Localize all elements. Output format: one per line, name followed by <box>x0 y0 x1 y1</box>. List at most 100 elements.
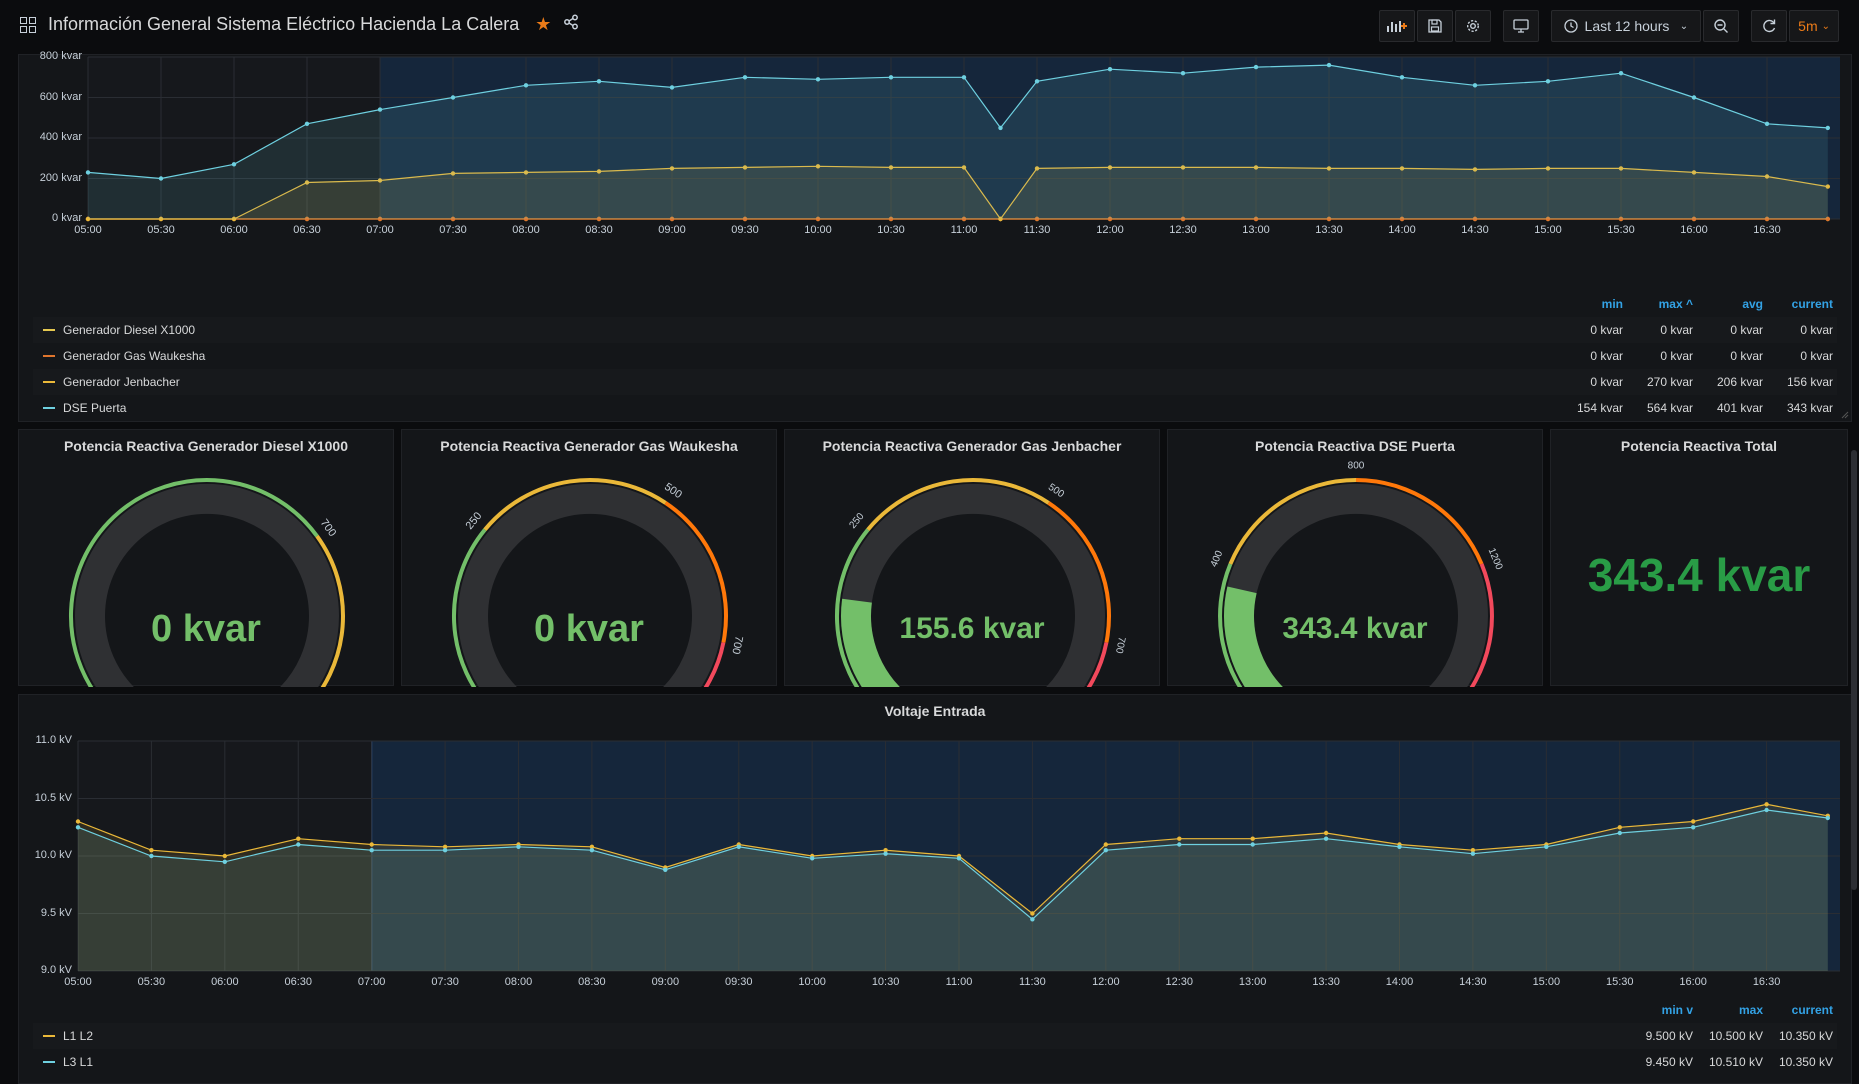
refresh-button[interactable] <box>1751 10 1788 42</box>
legend-col-max[interactable]: max <box>1738 1003 1763 1017</box>
legend-row[interactable]: L1 L2 9.500 kV 10.500 kV 10.350 kV <box>33 1023 1837 1049</box>
x-tick-label: 06:30 <box>284 976 313 988</box>
series-point <box>158 216 164 222</box>
reactive-power-chart[interactable] <box>19 55 1853 285</box>
x-tick-label: 10:30 <box>871 976 900 988</box>
series-point <box>1399 216 1405 222</box>
series-point <box>304 121 310 127</box>
y-tick-label: 11.0 kV <box>35 734 73 746</box>
series-point <box>1618 216 1624 222</box>
legend-series-name[interactable]: DSE Puerta <box>63 401 127 415</box>
page-scrollbar[interactable] <box>1851 450 1857 890</box>
legend-col-current[interactable]: current <box>1791 297 1833 311</box>
x-tick-label: 16:30 <box>1753 224 1781 236</box>
time-range-picker[interactable]: Last 12 hours ⌄ <box>1551 10 1702 42</box>
total-reactive-value: 343.4 kvar <box>1587 549 1811 601</box>
refresh-interval-picker[interactable]: 5m ⌄ <box>1789 10 1839 42</box>
resize-handle-icon[interactable] <box>1841 411 1849 419</box>
x-tick-label: 14:30 <box>1461 224 1489 236</box>
series-area <box>88 166 1828 219</box>
save-dashboard-button[interactable] <box>1417 10 1454 42</box>
legend-row[interactable]: Generador Jenbacher 0 kvar 270 kvar 206 kva… <box>33 369 1837 395</box>
tv-mode-button[interactable] <box>1503 10 1540 42</box>
add-panel-button[interactable] <box>1379 10 1416 42</box>
x-tick-label: 09:30 <box>724 976 753 988</box>
series-point <box>1103 848 1109 853</box>
legend-series-name[interactable]: Generador Diesel X1000 <box>63 323 196 337</box>
legend-min-value: 0 kvar <box>1590 375 1623 389</box>
series-point <box>736 844 741 849</box>
series-point <box>1472 216 1478 222</box>
chevron-down-icon: ⌄ <box>1821 20 1830 32</box>
gauge-value: 155.6 kvar <box>899 612 1045 645</box>
series-line-3 <box>87 64 1828 180</box>
top-navbar: Información General Sistema Eléctrico Ha… <box>0 0 1859 54</box>
legend-current-value: 0 kvar <box>1800 349 1833 363</box>
legend-series-name[interactable]: L1 L2 <box>63 1029 94 1043</box>
series-point <box>1618 166 1624 171</box>
x-tick-label: 09:00 <box>658 224 686 236</box>
series-point <box>149 853 154 859</box>
voltage-chart[interactable] <box>19 695 1853 985</box>
x-tick-label: 05:30 <box>137 976 166 988</box>
legend-col-min[interactable]: min <box>1601 297 1623 311</box>
legend-current-value: 343 kvar <box>1786 401 1833 415</box>
panel-title[interactable]: Potencia Reactiva Generador Diesel X1000 <box>63 438 349 454</box>
dashboard-title-group: Información General Sistema Eléctrico Ha… <box>20 14 579 35</box>
y-tick-label: 10.0 kV <box>34 849 72 861</box>
legend-header: min max ^ avg current <box>33 291 1837 317</box>
reactive-power-graph-panel: 800 kvar 600 kvar 400 kvar 200 kvar 0 kvar 0… <box>18 50 1853 422</box>
legend-current-value: 10.350 kV <box>1778 1029 1833 1043</box>
legend-min-value: 0 kvar <box>1590 349 1623 363</box>
series-point <box>1180 216 1186 222</box>
x-tick-label: 14:30 <box>1459 976 1487 988</box>
series-point <box>883 848 888 853</box>
panel-title[interactable]: Potencia Reactiva Generador Gas Waukesha <box>440 438 738 454</box>
star-icon[interactable]: ★ <box>535 14 552 34</box>
dashboards-grid-icon[interactable] <box>20 16 36 33</box>
gauge-dial <box>68 478 345 687</box>
x-tick-label: 13:00 <box>1238 976 1267 988</box>
panel-title[interactable]: Potencia Reactiva Generador Gas Jenbache… <box>822 438 1122 454</box>
series-point <box>669 166 675 171</box>
legend-swatch <box>43 1061 55 1063</box>
series-point <box>377 107 383 112</box>
legend-series-name[interactable]: Generador Jenbacher <box>63 375 180 389</box>
series-point <box>1764 807 1769 813</box>
settings-button[interactable] <box>1455 10 1492 42</box>
series-point <box>1323 830 1329 836</box>
share-icon[interactable] <box>563 14 579 35</box>
series-point <box>523 216 529 222</box>
legend-series-name[interactable]: L3 L1 <box>63 1055 94 1069</box>
gauge-panel: Potencia Reactiva Generador Diesel X1000… <box>18 429 394 735</box>
legend-row[interactable]: Generador Diesel X1000 0 kvar 0 kvar 0 kvar… <box>33 317 1837 343</box>
dashboard-title[interactable]: Información General Sistema Eléctrico Ha… <box>48 14 520 34</box>
legend-row[interactable]: DSE Puerta 154 kvar 564 kvar 401 kvar 343 kv… <box>33 395 1837 421</box>
series-point <box>815 216 821 222</box>
legend-col-min[interactable]: min v <box>1661 1003 1693 1017</box>
series-point <box>1034 79 1040 84</box>
x-tick-label: 10:30 <box>877 224 905 236</box>
gauge-value: 0 kvar <box>534 608 644 650</box>
refresh-interval-label: 5m <box>1798 18 1818 34</box>
legend-series-name[interactable]: Generador Gas Waukesha <box>63 349 206 363</box>
legend-row[interactable]: L3 L1 9.450 kV 10.510 kV 10.350 kV <box>33 1049 1837 1075</box>
gauge-threshold-band <box>1086 642 1109 687</box>
series-point <box>516 844 521 849</box>
gauge-threshold-band <box>68 478 319 687</box>
panel-title[interactable]: Potencia Reactiva DSE Puerta <box>1255 438 1455 454</box>
panel-title[interactable]: Voltaje Entrada <box>884 703 986 719</box>
legend-col-max[interactable]: max ^ <box>1658 297 1693 311</box>
panel-title[interactable]: Potencia Reactiva Total <box>1620 438 1778 454</box>
legend-col-avg[interactable]: avg <box>1742 297 1763 311</box>
series-point <box>158 176 164 181</box>
legend-row[interactable]: Generador Gas Waukesha 0 kvar 0 kvar 0 kvar… <box>33 343 1837 369</box>
monitor-icon <box>1513 19 1529 33</box>
dashboard-toolbar: Last 12 hours ⌄ 5m ⌄ <box>1377 10 1839 42</box>
legend-col-current[interactable]: current <box>1791 1003 1833 1017</box>
legend-min-value: 154 kvar <box>1576 401 1623 415</box>
y-tick-label: 400 kvar <box>39 131 82 143</box>
x-tick-label: 11:00 <box>950 224 978 236</box>
series-point <box>1618 71 1624 76</box>
zoom-out-button[interactable] <box>1703 10 1740 42</box>
